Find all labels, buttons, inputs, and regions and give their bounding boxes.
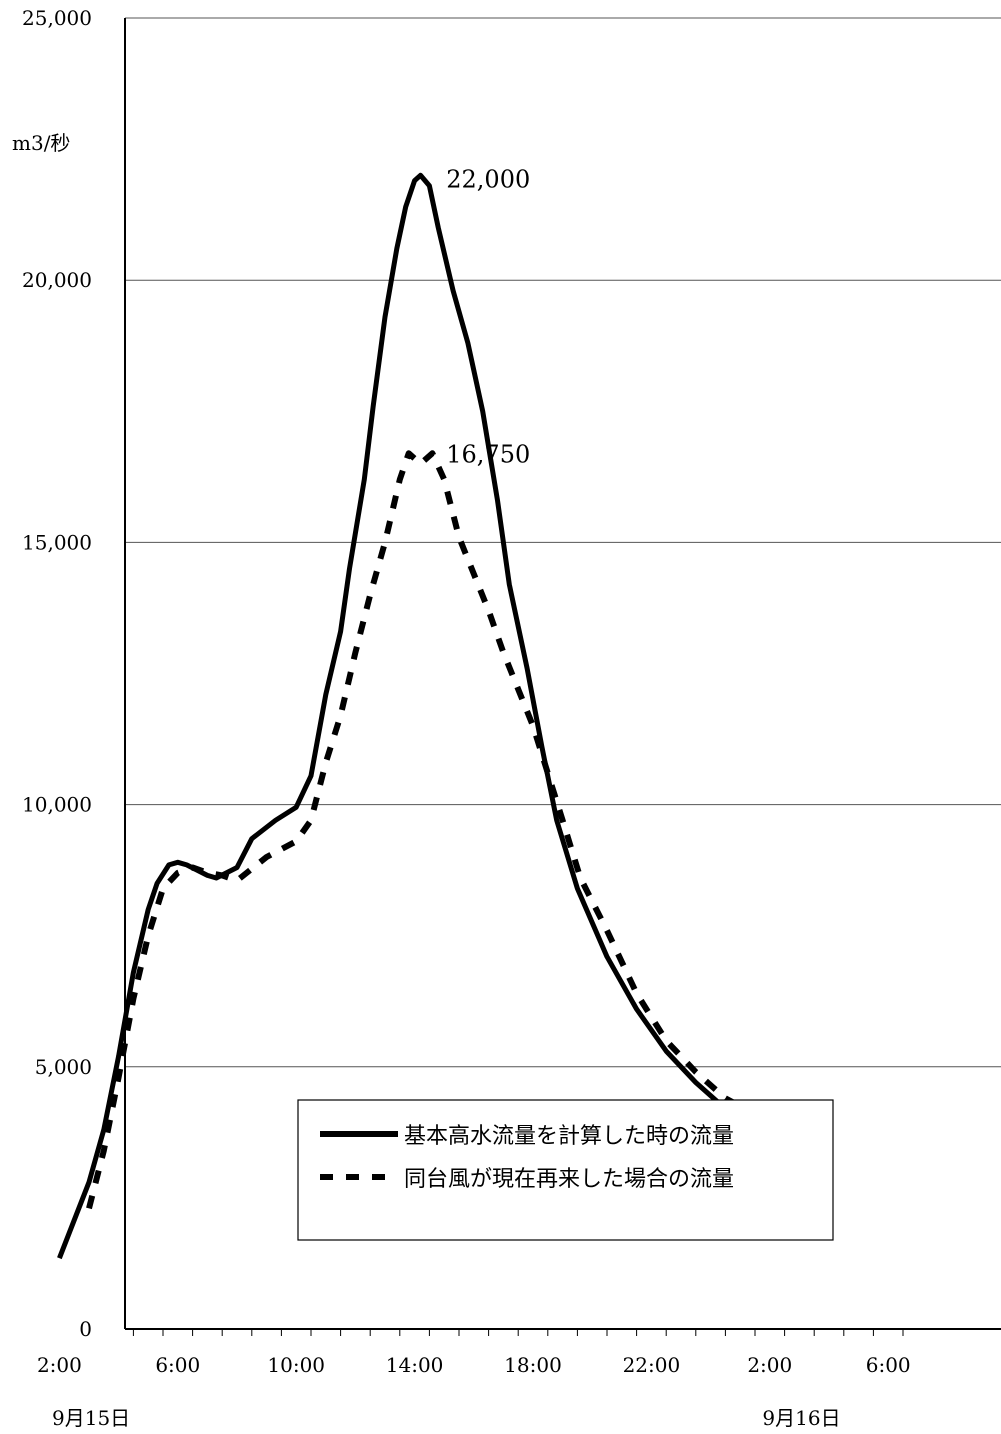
x-tick-labels: 2:00 6:00 10:00 14:00 18:00 22:00 2:00 6:00 bbox=[37, 1353, 911, 1377]
series-line-typhoon-recurrence bbox=[86, 450, 787, 1210]
y-unit-label: m3/秒 bbox=[12, 131, 70, 155]
date-label: 9月15日 bbox=[52, 1406, 130, 1430]
peak-label: 16,750 bbox=[446, 441, 530, 469]
legend-label-solid: 基本高水流量を計算した時の流量 bbox=[404, 1124, 734, 1149]
x-tick-label: 6:00 bbox=[866, 1353, 911, 1377]
y-tick-labels: 0 5,000 10,000 15,000 20,000 25,000 bbox=[22, 6, 92, 1341]
x-tick-label: 22:00 bbox=[623, 1353, 681, 1377]
y-tick-label: 25,000 bbox=[22, 6, 92, 30]
series-lines bbox=[57, 172, 787, 1260]
y-tick-label: 5,000 bbox=[35, 1055, 92, 1079]
x-tick-label: 10:00 bbox=[267, 1353, 325, 1377]
x-tick-marks bbox=[132, 1329, 904, 1336]
grid-lines bbox=[125, 17, 1001, 1068]
y-tick-label: 20,000 bbox=[22, 268, 92, 292]
x-tick-label: 6:00 bbox=[155, 1353, 200, 1377]
y-tick-label: 15,000 bbox=[22, 530, 92, 554]
x-tick-label: 2:00 bbox=[747, 1353, 792, 1377]
legend: 基本高水流量を計算した時の流量 同台風が現在再来した場合の流量 bbox=[297, 1099, 834, 1241]
x-tick-label: 18:00 bbox=[504, 1353, 562, 1377]
y-tick-label: 0 bbox=[79, 1317, 92, 1341]
date-label: 9月16日 bbox=[762, 1406, 840, 1430]
legend-box bbox=[297, 1099, 834, 1241]
legend-label-dashed: 同台風が現在再来した場合の流量 bbox=[404, 1167, 734, 1192]
date-labels: 9月15日 9月16日 bbox=[52, 1406, 841, 1430]
series-line-design-flood bbox=[57, 172, 786, 1260]
peak-label: 22,000 bbox=[446, 165, 530, 193]
x-tick-label: 14:00 bbox=[386, 1353, 444, 1377]
axes bbox=[124, 18, 1001, 1330]
y-tick-label: 10,000 bbox=[22, 793, 92, 817]
peak-annotations: 22,000 16,750 bbox=[446, 165, 530, 468]
x-tick-label: 2:00 bbox=[37, 1353, 82, 1377]
